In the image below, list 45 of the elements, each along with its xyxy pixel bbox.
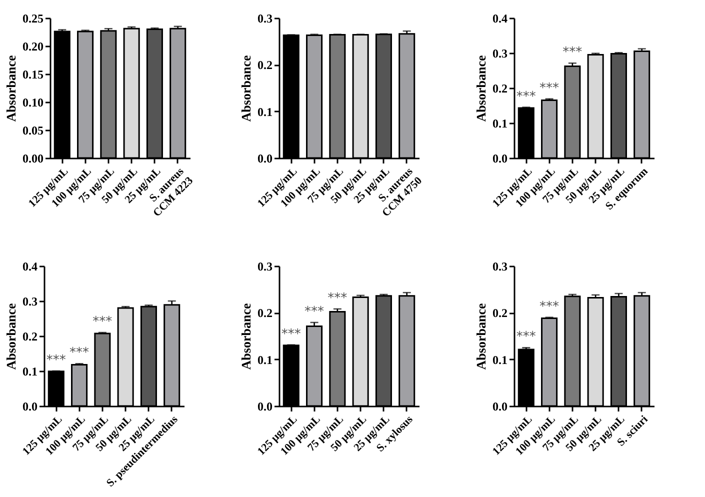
y-tick-label: 0.3 xyxy=(258,260,272,274)
y-tick-label: 0.1 xyxy=(492,352,508,367)
y-tick-label: 0.2 xyxy=(492,306,508,320)
y-tick-label: 0.3 xyxy=(258,12,272,26)
y-tick-label: 0.1 xyxy=(22,364,38,378)
annotation: *** xyxy=(281,326,302,342)
y-axis-title: Absorbance xyxy=(238,55,254,122)
y-tick-label: 0.2 xyxy=(492,82,508,96)
y-tick-label: 0.00 xyxy=(22,152,44,166)
annotation: *** xyxy=(516,330,536,345)
y-tick-label: 0.1 xyxy=(492,116,508,130)
y-tick-label: 0.0 xyxy=(492,400,508,414)
y-tick-label: 0.0 xyxy=(258,400,272,414)
y-tick-label: 0.0 xyxy=(22,400,38,414)
annotation: *** xyxy=(46,353,66,368)
y-axis-title: Absorbance xyxy=(238,303,254,370)
annotation: *** xyxy=(516,89,536,104)
annotation: *** xyxy=(540,299,560,314)
y-tick-label: 0.3 xyxy=(492,260,508,274)
y-tick-label: 0.25 xyxy=(22,12,44,26)
annotation: *** xyxy=(328,290,348,306)
annotation: *** xyxy=(562,45,583,60)
y-tick-label: 0.0 xyxy=(258,152,272,166)
annotation: *** xyxy=(70,346,90,361)
y-axis-title: Absorbance xyxy=(474,55,488,122)
y-tick-label: 0.15 xyxy=(22,68,44,82)
y-tick-label: 0.4 xyxy=(492,12,508,26)
y-tick-label: 0.1 xyxy=(258,104,272,119)
y-tick-label: 0.1 xyxy=(258,352,272,367)
y-tick-label: 0.2 xyxy=(258,58,272,72)
y-tick-label: 0.05 xyxy=(22,124,44,138)
y-tick-label: 0.20 xyxy=(22,40,44,54)
annotation: *** xyxy=(304,304,325,320)
annotation: *** xyxy=(92,314,113,330)
y-tick-label: 0.10 xyxy=(22,96,44,110)
y-tick-label: 0.2 xyxy=(22,330,38,344)
y-tick-label: 0.3 xyxy=(492,46,508,60)
y-tick-label: 0.4 xyxy=(22,260,38,274)
y-axis-title: Absorbance xyxy=(4,55,18,122)
y-axis-title: Absorbance xyxy=(474,303,488,370)
y-tick-label: 0.2 xyxy=(258,306,272,320)
y-tick-label: 0.0 xyxy=(492,152,508,166)
annotation: *** xyxy=(540,80,560,96)
y-tick-label: 0.3 xyxy=(22,294,38,308)
y-axis-title: Absorbance xyxy=(4,303,18,370)
